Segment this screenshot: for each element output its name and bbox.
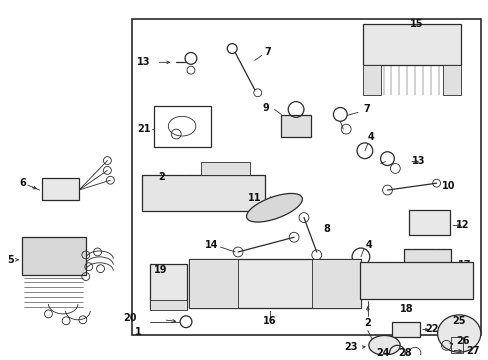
Bar: [311, 259, 360, 308]
Bar: [201, 162, 249, 175]
Text: 5: 5: [7, 255, 14, 265]
Text: 11: 11: [247, 193, 261, 203]
Text: 1: 1: [135, 327, 142, 337]
Bar: [408, 210, 449, 235]
Bar: [149, 264, 186, 308]
Bar: [22, 237, 85, 275]
Bar: [443, 65, 460, 95]
Bar: [450, 337, 462, 353]
Text: 22: 22: [424, 324, 437, 334]
Text: 12: 12: [455, 220, 469, 230]
Text: 15: 15: [409, 19, 423, 29]
Bar: [391, 322, 419, 337]
Text: 10: 10: [441, 181, 454, 191]
Bar: [41, 178, 79, 200]
Text: 26: 26: [455, 336, 469, 346]
Text: 13: 13: [137, 57, 150, 67]
Text: 9: 9: [262, 103, 269, 113]
Text: 23: 23: [344, 342, 357, 352]
Bar: [149, 300, 186, 310]
Text: 25: 25: [451, 316, 465, 326]
Bar: [359, 262, 472, 299]
Bar: [281, 115, 310, 137]
Bar: [153, 105, 210, 147]
Text: 20: 20: [123, 313, 137, 323]
Bar: [362, 24, 460, 65]
Text: 16: 16: [262, 316, 276, 326]
Text: 18: 18: [400, 304, 413, 314]
Bar: [188, 259, 360, 308]
Ellipse shape: [437, 315, 480, 352]
Text: 13: 13: [411, 156, 425, 166]
Text: 24: 24: [375, 348, 388, 358]
Text: 2: 2: [364, 318, 370, 328]
Bar: [362, 65, 380, 95]
Text: 8: 8: [323, 224, 330, 234]
Text: 7: 7: [264, 48, 271, 58]
Bar: [188, 259, 238, 308]
Ellipse shape: [368, 336, 400, 355]
Text: 27: 27: [465, 346, 479, 356]
Text: 28: 28: [398, 348, 411, 358]
Text: 17: 17: [457, 260, 471, 270]
Bar: [132, 19, 480, 336]
Text: 6: 6: [19, 178, 26, 188]
Text: 19: 19: [153, 265, 167, 275]
Bar: [142, 175, 264, 211]
Text: 21: 21: [137, 124, 150, 134]
Text: 2: 2: [158, 172, 164, 183]
Text: 14: 14: [204, 240, 218, 250]
Text: 4: 4: [365, 240, 372, 250]
Text: 4: 4: [367, 132, 374, 142]
Bar: [404, 249, 450, 279]
Ellipse shape: [246, 193, 302, 222]
Text: 3: 3: [465, 278, 472, 287]
Text: 7: 7: [362, 104, 369, 114]
